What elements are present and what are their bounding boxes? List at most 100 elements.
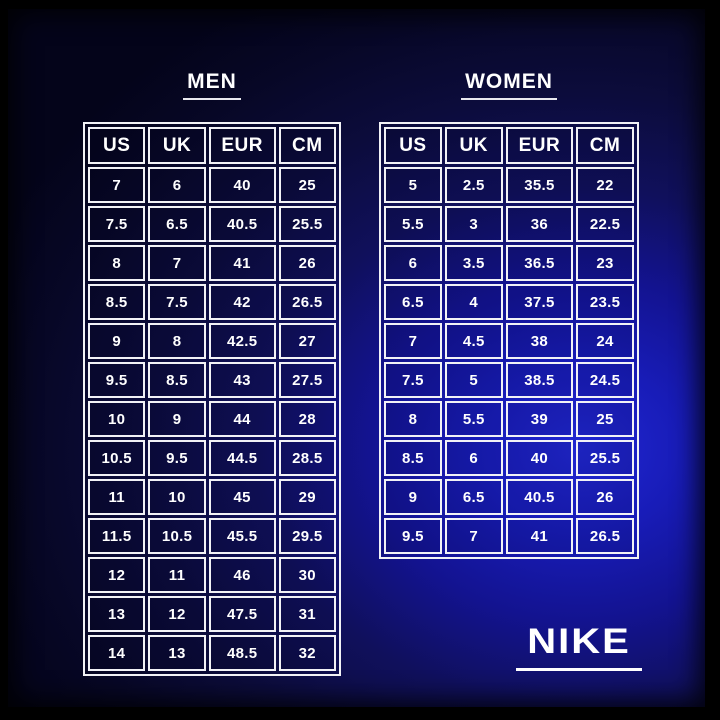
women-size-table: US UK EUR CM 5 2.5 35.5 22 5.5 3 36 22.5 6 3.5 36.5 23… xyxy=(379,122,639,559)
size-cell: 38 xyxy=(505,323,574,359)
size-cell: 3.5 xyxy=(444,245,503,281)
table-row: 14 13 48.5 32 xyxy=(88,635,336,671)
size-cell: 45.5 xyxy=(208,518,276,554)
size-cell: 25 xyxy=(278,167,336,203)
table-row: 9.5 7 41 26.5 xyxy=(384,518,634,554)
column-header: CM xyxy=(278,127,336,164)
column-header: US xyxy=(384,127,442,164)
size-cell: 5 xyxy=(444,362,503,398)
size-cell: 48.5 xyxy=(208,635,276,671)
column-header: US xyxy=(88,127,146,164)
size-cell: 4 xyxy=(444,284,503,320)
size-cell: 5.5 xyxy=(444,401,503,437)
table-row: 11.5 10.5 45.5 29.5 xyxy=(88,518,336,554)
size-cell: 29.5 xyxy=(278,518,336,554)
column-header: CM xyxy=(576,127,634,164)
size-cell: 12 xyxy=(148,596,206,632)
size-cell: 42.5 xyxy=(208,323,276,359)
size-cell: 6 xyxy=(444,440,503,476)
column-header: EUR xyxy=(505,127,574,164)
table-row: 8.5 6 40 25.5 xyxy=(384,440,634,476)
size-cell: 22.5 xyxy=(576,206,634,242)
size-cell: 28 xyxy=(278,401,336,437)
nike-logo-underline xyxy=(516,668,642,671)
size-cell: 10 xyxy=(88,401,146,437)
size-cell: 40.5 xyxy=(505,479,574,515)
table-row: 5.5 3 36 22.5 xyxy=(384,206,634,242)
size-cell: 6.5 xyxy=(384,284,442,320)
size-cell: 25.5 xyxy=(576,440,634,476)
size-cell: 38.5 xyxy=(505,362,574,398)
size-cell: 9.5 xyxy=(88,362,146,398)
women-section-title: WOMEN xyxy=(379,70,639,100)
table-row: 10 9 44 28 xyxy=(88,401,336,437)
table-row: 8.5 7.5 42 26.5 xyxy=(88,284,336,320)
column-header: UK xyxy=(148,127,206,164)
size-cell: 29 xyxy=(278,479,336,515)
size-cell: 25.5 xyxy=(278,206,336,242)
size-cell: 9 xyxy=(384,479,442,515)
size-cell: 9 xyxy=(88,323,146,359)
size-cell: 10 xyxy=(148,479,206,515)
size-cell: 46 xyxy=(208,557,276,593)
size-cell: 8 xyxy=(148,323,206,359)
table-row: 5 2.5 35.5 22 xyxy=(384,167,634,203)
size-cell: 27.5 xyxy=(278,362,336,398)
size-cell: 44.5 xyxy=(208,440,276,476)
table-row: 12 11 46 30 xyxy=(88,557,336,593)
size-cell: 42 xyxy=(208,284,276,320)
size-cell: 32 xyxy=(278,635,336,671)
size-cell: 26.5 xyxy=(278,284,336,320)
size-cell: 6 xyxy=(384,245,442,281)
table-row: 7.5 5 38.5 24.5 xyxy=(384,362,634,398)
size-cell: 6.5 xyxy=(444,479,503,515)
size-cell: 11.5 xyxy=(88,518,146,554)
women-header-row: US UK EUR CM xyxy=(384,127,634,164)
size-cell: 45 xyxy=(208,479,276,515)
table-row: 6.5 4 37.5 23.5 xyxy=(384,284,634,320)
table-row: 9 8 42.5 27 xyxy=(88,323,336,359)
size-cell: 9 xyxy=(148,401,206,437)
size-cell: 5 xyxy=(384,167,442,203)
size-cell: 2.5 xyxy=(444,167,503,203)
table-row: 6 3.5 36.5 23 xyxy=(384,245,634,281)
men-section-title: MEN xyxy=(83,70,341,100)
size-cell: 44 xyxy=(208,401,276,437)
size-cell: 35.5 xyxy=(505,167,574,203)
size-cell: 8.5 xyxy=(384,440,442,476)
size-cell: 7 xyxy=(384,323,442,359)
table-row: 9.5 8.5 43 27.5 xyxy=(88,362,336,398)
size-cell: 6 xyxy=(148,167,206,203)
size-cell: 7 xyxy=(444,518,503,554)
size-cell: 14 xyxy=(88,635,146,671)
table-row: 7 6 40 25 xyxy=(88,167,336,203)
size-cell: 40.5 xyxy=(208,206,276,242)
size-cell: 11 xyxy=(88,479,146,515)
men-size-table: US UK EUR CM 7 6 40 25 7.5 6.5 40.5 25.5 8 7 41 26 8.5 7… xyxy=(83,122,341,676)
size-cell: 31 xyxy=(278,596,336,632)
size-cell: 7.5 xyxy=(148,284,206,320)
size-cell: 27 xyxy=(278,323,336,359)
size-cell: 9.5 xyxy=(148,440,206,476)
size-cell: 41 xyxy=(208,245,276,281)
column-header: UK xyxy=(444,127,503,164)
size-cell: 36.5 xyxy=(505,245,574,281)
table-row: 10.5 9.5 44.5 28.5 xyxy=(88,440,336,476)
table-row: 13 12 47.5 31 xyxy=(88,596,336,632)
size-cell: 7 xyxy=(148,245,206,281)
size-cell: 7.5 xyxy=(384,362,442,398)
size-cell: 26 xyxy=(576,479,634,515)
size-cell: 25 xyxy=(576,401,634,437)
size-cell: 28.5 xyxy=(278,440,336,476)
table-row: 11 10 45 29 xyxy=(88,479,336,515)
size-cell: 41 xyxy=(505,518,574,554)
size-cell: 8.5 xyxy=(88,284,146,320)
size-cell: 5.5 xyxy=(384,206,442,242)
size-cell: 39 xyxy=(505,401,574,437)
size-cell: 40 xyxy=(208,167,276,203)
size-cell: 8 xyxy=(88,245,146,281)
table-row: 8 5.5 39 25 xyxy=(384,401,634,437)
column-header: EUR xyxy=(208,127,276,164)
men-title-label: MEN xyxy=(183,70,241,100)
size-cell: 22 xyxy=(576,167,634,203)
